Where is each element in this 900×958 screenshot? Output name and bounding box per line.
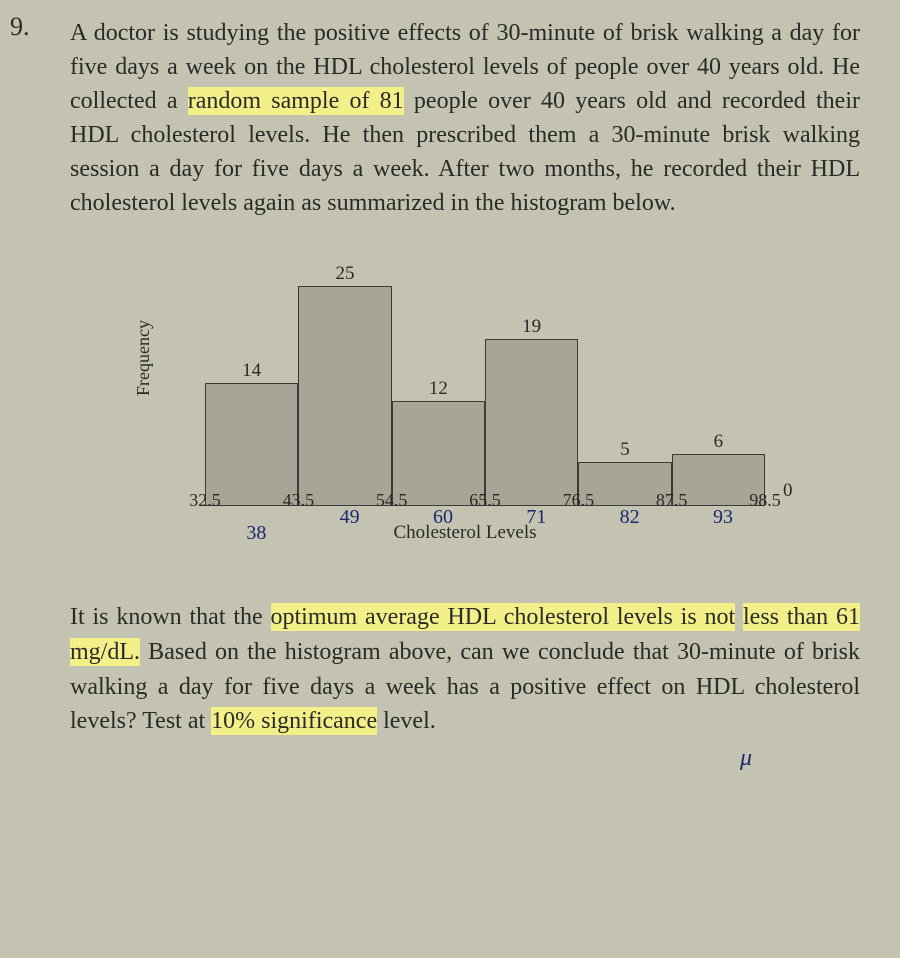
bar-value-label: 19: [486, 316, 577, 338]
histogram-bar: 19: [485, 339, 578, 506]
page: 9. A doctor is studying the positive eff…: [0, 0, 900, 739]
x-tick-label: 32.5: [189, 490, 221, 511]
text-segment: level.: [377, 708, 436, 734]
question-number: 9.: [10, 12, 30, 42]
y-axis-label: Frequency: [133, 320, 154, 396]
text-segment: Based on the histogram above, can we con…: [70, 639, 860, 734]
highlight-sample: random sample of 81: [188, 87, 404, 115]
handwritten-midpoint: 38: [246, 522, 266, 545]
x-tick-label: 43.5: [283, 490, 315, 511]
histogram-bar: 25: [298, 286, 391, 506]
handwritten-mu: μ: [740, 745, 752, 772]
x-tick-label: 54.5: [376, 490, 408, 511]
handwritten-midpoint: 60: [433, 506, 453, 529]
handwritten-midpoint: 71: [526, 506, 546, 529]
plot-area: 14251219560: [205, 266, 765, 506]
bar-value-label: 12: [393, 378, 484, 400]
handwritten-midpoint: 49: [340, 506, 360, 529]
x-tick-label: 87.5: [656, 490, 688, 511]
x-axis-label: Cholesterol Levels: [145, 522, 785, 544]
handwritten-midpoint: 93: [713, 506, 733, 529]
text-segment: It is known that the: [70, 604, 271, 630]
histogram-chart: Frequency 14251219560 Cholesterol Levels…: [145, 246, 785, 556]
x-tick-label: 65.5: [469, 490, 501, 511]
bar-value-label: 5: [579, 439, 670, 461]
text-segment: [735, 604, 743, 630]
conclusion-paragraph: It is known that the optimum average HDL…: [70, 600, 860, 738]
x-tick-label: 98.5: [749, 490, 781, 511]
bar-value-label: 25: [299, 263, 390, 285]
trailing-zero: 0: [783, 480, 793, 502]
x-tick-label: 76.5: [563, 490, 595, 511]
bar-value-label: 14: [206, 360, 297, 382]
problem-paragraph: A doctor is studying the positive effect…: [70, 16, 860, 220]
histogram-bar: 14: [205, 383, 298, 506]
handwritten-midpoint: 82: [620, 506, 640, 529]
bar-value-label: 6: [673, 431, 764, 453]
highlight-significance: 10% significance: [211, 707, 377, 735]
highlight-optimum: optimum average HDL cholesterol levels i…: [271, 603, 736, 631]
